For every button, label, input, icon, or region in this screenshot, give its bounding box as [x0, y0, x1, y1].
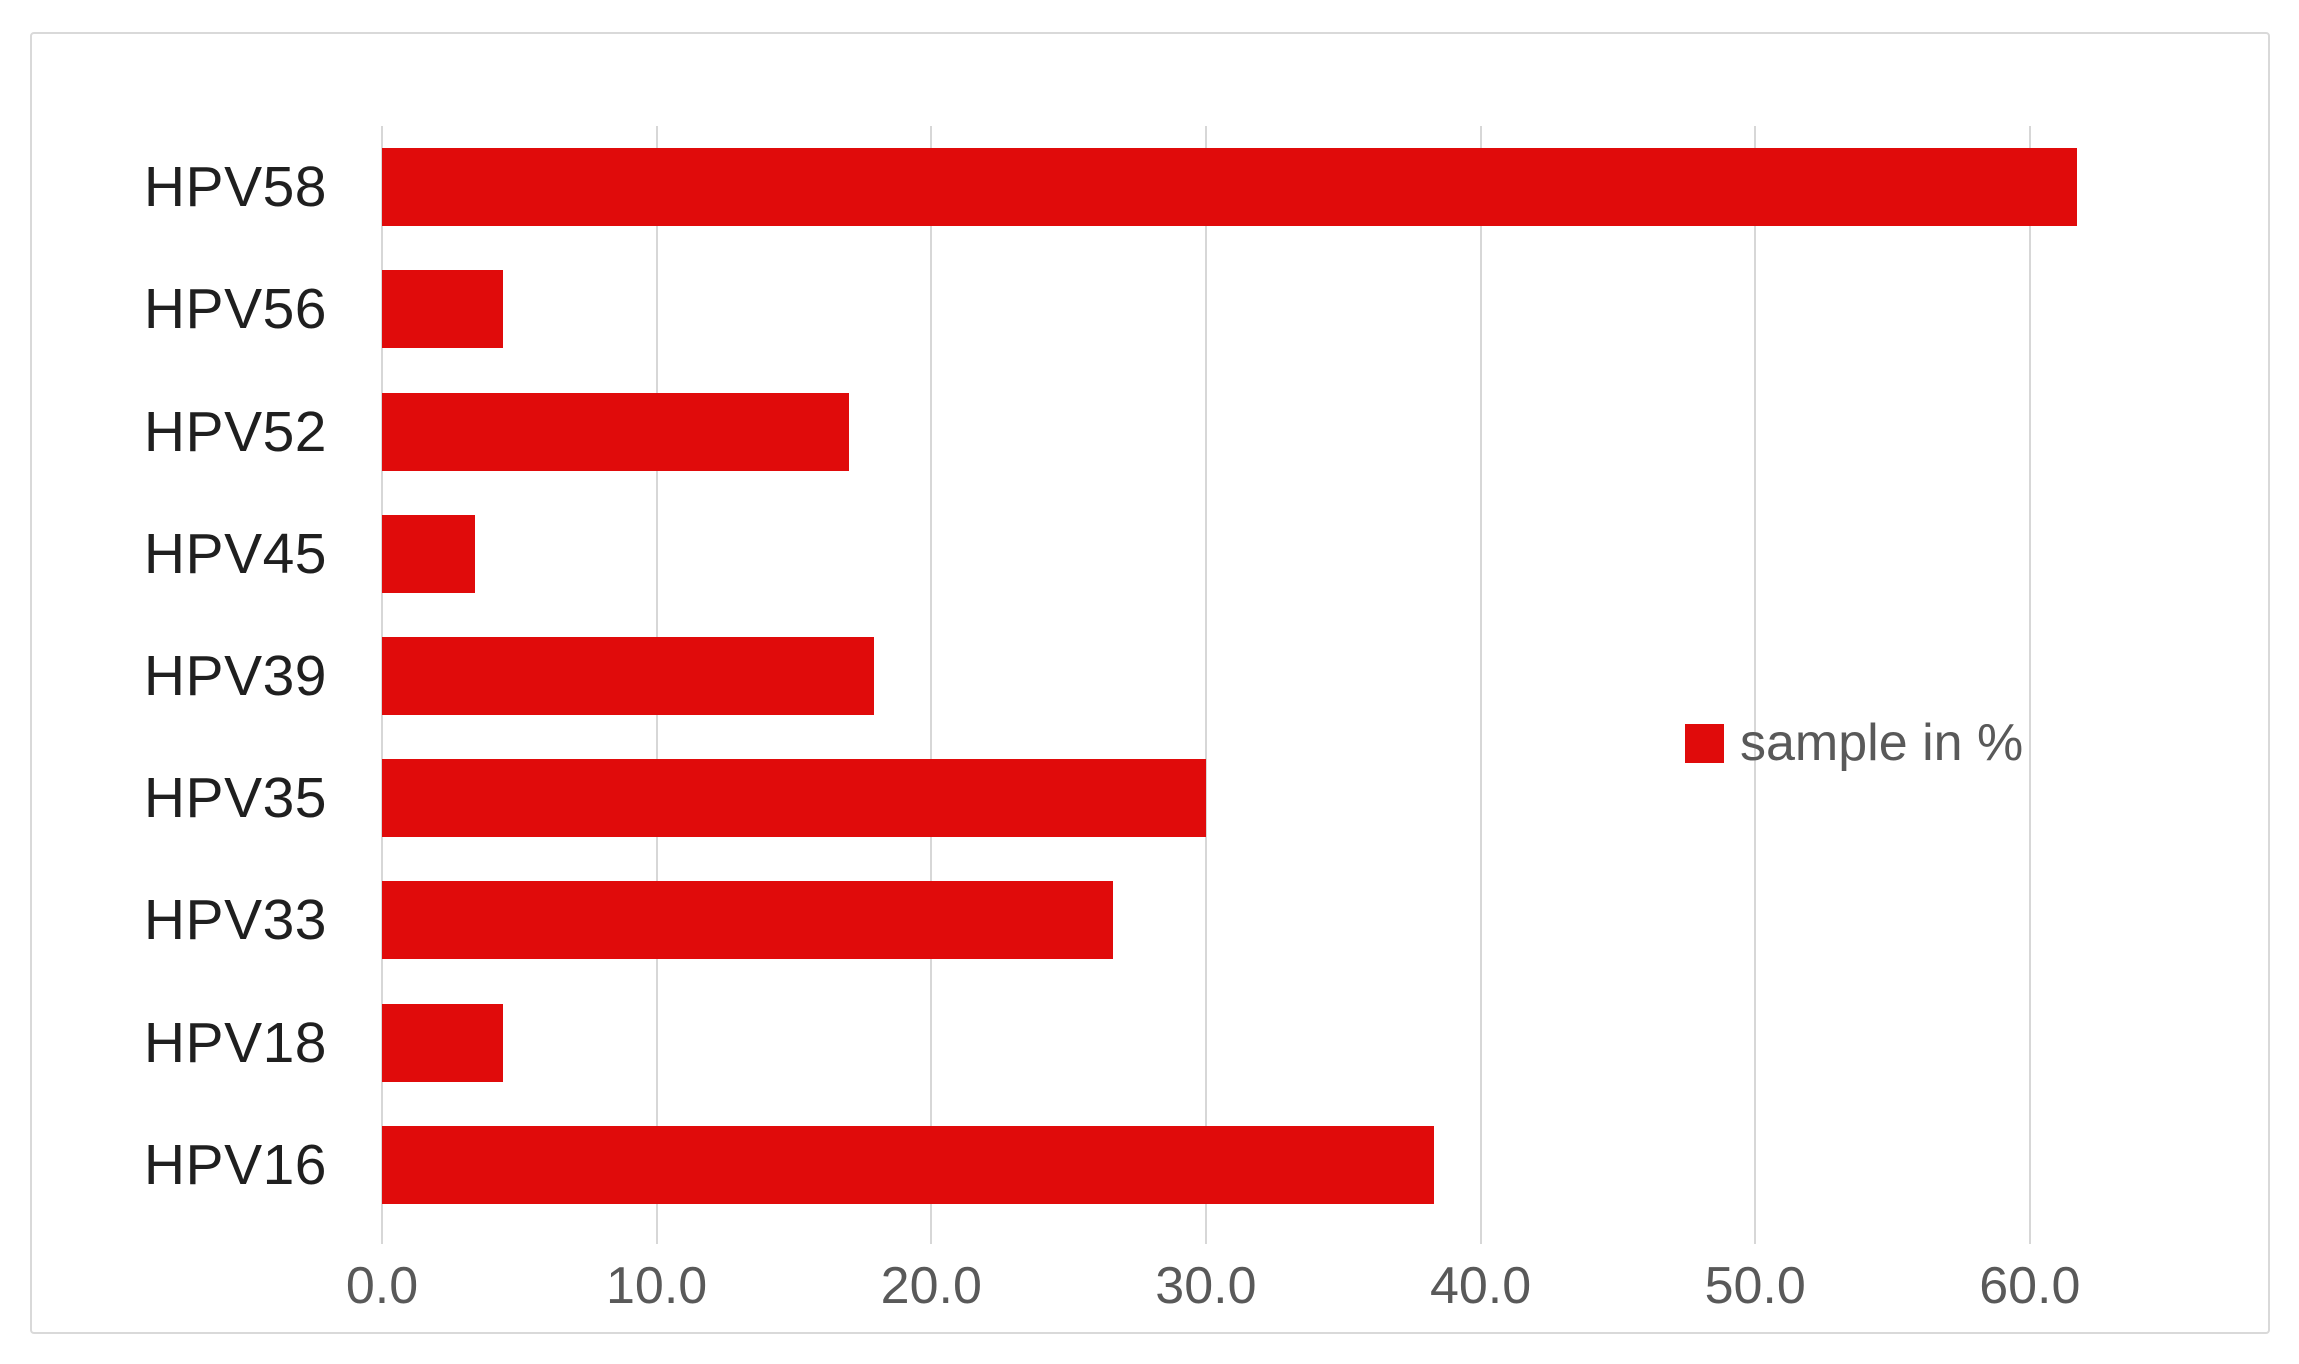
category-label-hpv33: HPV33 — [143, 888, 327, 953]
plot-area — [381, 126, 2277, 1244]
y-axis-labels: HPV58 HPV56 HPV52 HPV45 HPV39 HPV35 HPV33 HPV18… — [32, 126, 382, 1226]
gridline-x-40.0 — [1479, 126, 1482, 1244]
bar-hpv58 — [382, 148, 2077, 227]
bar-row-hpv16 — [382, 1104, 2277, 1226]
gridline-x-20.0 — [930, 126, 933, 1244]
bars-group — [382, 126, 2277, 1226]
bar-hpv16 — [382, 1125, 1434, 1204]
bar-row-hpv35 — [382, 737, 2277, 859]
gridline-x-30.0 — [1204, 126, 1207, 1244]
bar-row-hpv56 — [382, 248, 2277, 370]
gridline-x-60.0 — [2028, 126, 2031, 1244]
x-axis-tick-labels: 0.0 10.0 20.0 30.0 40.0 50.0 60.0 — [346, 1256, 2277, 1326]
bar-hpv52 — [382, 392, 849, 471]
bar-row-hpv18 — [382, 982, 2277, 1104]
bar-row-hpv52 — [382, 370, 2277, 492]
category-label-hpv39: HPV39 — [143, 643, 327, 708]
x-tick-label: 20.0 — [880, 1257, 982, 1315]
x-tick-label: 60.0 — [1979, 1257, 2081, 1315]
category-label-hpv35: HPV35 — [143, 766, 327, 831]
bar-row-hpv39 — [382, 615, 2277, 737]
legend-label: sample in % — [1740, 714, 2024, 772]
bar-hpv18 — [382, 1003, 503, 1082]
x-tick-label: 0.0 — [345, 1257, 419, 1315]
x-tick-label: 40.0 — [1429, 1257, 1532, 1315]
category-label-hpv18: HPV18 — [143, 1010, 327, 1075]
category-label-hpv52: HPV52 — [143, 399, 327, 464]
bar-hpv56 — [382, 270, 503, 349]
bar-hpv33 — [382, 881, 1113, 960]
bar-hpv35 — [382, 759, 1206, 838]
x-tick-label: 50.0 — [1704, 1257, 1806, 1315]
x-tick-label: 10.0 — [606, 1257, 708, 1315]
chart-frame: HPV58 HPV56 HPV52 HPV45 HPV39 HPV35 HPV33 HPV18… — [30, 32, 2270, 1334]
bar-row-hpv45 — [382, 493, 2277, 615]
legend-marker — [1685, 723, 1724, 763]
bar-row-hpv58 — [382, 126, 2277, 248]
bar-hpv45 — [382, 514, 476, 593]
bar-row-hpv33 — [382, 859, 2277, 981]
x-tick-label: 30.0 — [1155, 1257, 1257, 1315]
bar-hpv39 — [382, 636, 874, 715]
category-label-hpv45: HPV45 — [143, 521, 327, 586]
category-label-hpv16: HPV16 — [143, 1132, 327, 1197]
category-label-hpv58: HPV58 — [143, 155, 327, 220]
legend: sample in % — [1685, 713, 2023, 773]
gridline-x-50.0 — [1754, 126, 1757, 1244]
category-label-hpv56: HPV56 — [143, 277, 327, 342]
